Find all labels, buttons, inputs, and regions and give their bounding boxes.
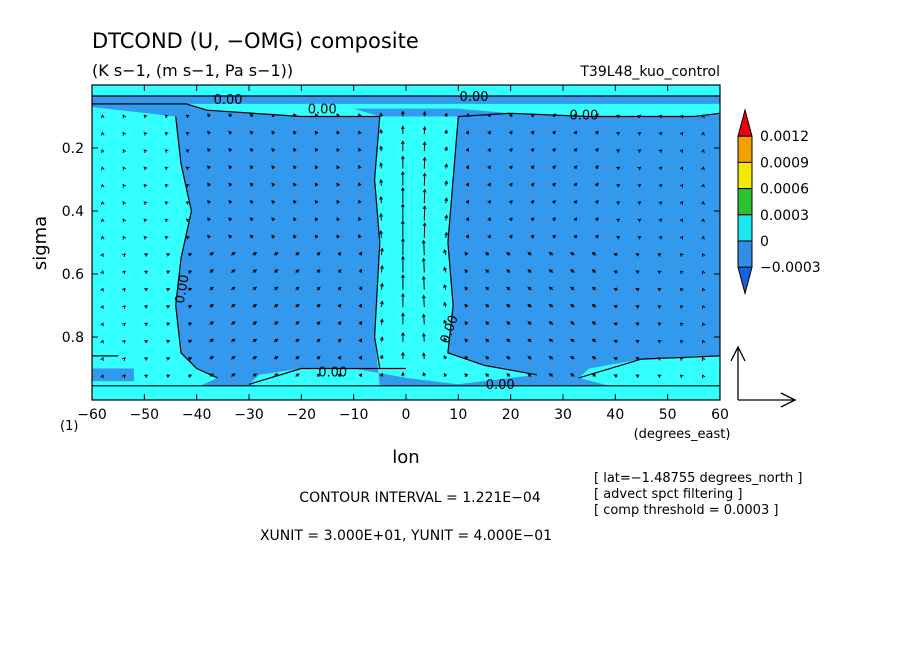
- contour-label: 0.00: [486, 378, 515, 393]
- x-tick-label: −20: [287, 407, 317, 423]
- colorbar: 0.0012 0.0009 0.0006 0.0003 0 −0.0003: [738, 110, 821, 293]
- x-tick-label: 60: [711, 407, 729, 423]
- contour-label: 0.00: [569, 109, 598, 124]
- x-tick-label: 0: [402, 407, 411, 423]
- colorbar-swatch: [738, 215, 752, 241]
- colorbar-swatch: [738, 136, 752, 162]
- contour-interval-note: CONTOUR INTERVAL = 1.221E−04: [299, 490, 540, 506]
- colorbar-label: 0.0012: [760, 129, 809, 145]
- top-negative-strip: [92, 96, 720, 104]
- x-unit-label: (degrees_east): [634, 427, 731, 442]
- chart-subtitle: (K s−1, (m s−1, Pa s−1)): [92, 61, 293, 80]
- y-tick-label: 0.6: [62, 267, 84, 283]
- colorbar-label: −0.0003: [760, 260, 821, 276]
- x-tick-label: 30: [554, 407, 572, 423]
- x-tick-label: 50: [659, 407, 677, 423]
- vector-arrow: [424, 241, 425, 255]
- contour-label: 0.00: [308, 102, 337, 117]
- x-tick-label: 10: [449, 407, 467, 423]
- corner-label: (1): [60, 419, 78, 434]
- y-axis-label: sigma: [30, 216, 51, 270]
- x-tick-label: 20: [502, 407, 520, 423]
- contour-label: 0.00: [460, 90, 489, 105]
- run-label: T39L48_kuo_control: [579, 64, 720, 80]
- contour-label: 0.00: [214, 93, 243, 108]
- y-tick-label: 0.8: [62, 330, 84, 346]
- x-tick-label: −40: [182, 407, 212, 423]
- plot-area: 0.000.000.000.000.000.000.000.00: [92, 85, 720, 400]
- colorbar-swatch: [738, 110, 752, 136]
- x-tick-label: −10: [339, 407, 369, 423]
- colorbar-swatch: [738, 162, 752, 188]
- contour-label: 0.00: [318, 365, 347, 380]
- x-tick-label: −30: [234, 407, 264, 423]
- colorbar-label: 0.0003: [760, 208, 809, 224]
- chart-title: DTCOND (U, −OMG) composite: [92, 29, 419, 53]
- colorbar-swatch: [738, 267, 752, 293]
- latitude-note: [ lat=−1.48755 degrees_north ]: [594, 471, 802, 486]
- filter-note: [ advect spct filtering ]: [594, 487, 742, 502]
- colorbar-label: 0: [760, 234, 769, 250]
- y-tick-label: 0.2: [62, 141, 84, 157]
- threshold-note: [ comp threshold = 0.0003 ]: [594, 503, 778, 518]
- southwest-negative-patch: [92, 369, 134, 382]
- x-axis-label: lon: [392, 447, 419, 468]
- vector-arrow: [424, 259, 425, 273]
- x-tick-label: −60: [77, 407, 107, 423]
- colorbar-label: 0.0006: [760, 182, 809, 198]
- x-tick-label: 40: [606, 407, 624, 423]
- vector-arrow: [424, 277, 425, 290]
- colorbar-label: 0.0009: [760, 155, 809, 171]
- unit-note: XUNIT = 3.000E+01, YUNIT = 4.000E−01: [260, 528, 552, 544]
- x-tick-label: −50: [130, 407, 160, 423]
- colorbar-swatch: [738, 189, 752, 215]
- y-tick-label: 0.4: [62, 204, 84, 220]
- reference-vector: [731, 347, 795, 407]
- colorbar-swatch: [738, 241, 752, 267]
